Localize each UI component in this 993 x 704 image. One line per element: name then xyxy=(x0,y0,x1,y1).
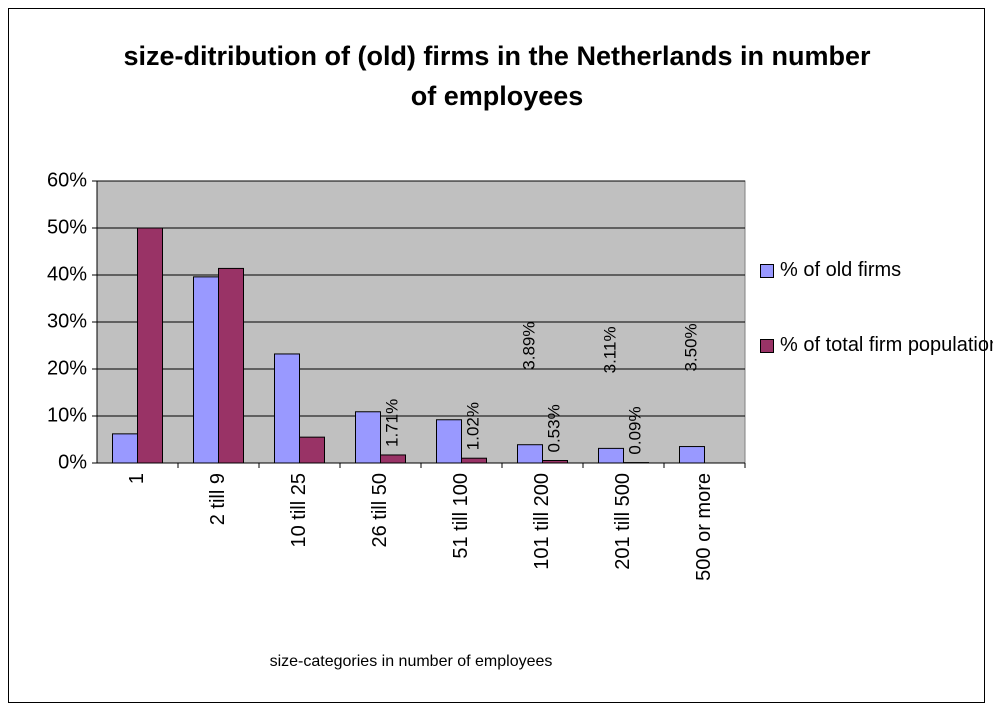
x-tick-label: 10 till 25 xyxy=(288,473,310,548)
data-label: 3.50% xyxy=(681,323,700,371)
bar xyxy=(218,267,244,464)
legend-swatch xyxy=(760,338,774,353)
data-label: 0.53% xyxy=(544,404,563,452)
x-tick-label: 101 till 200 xyxy=(531,473,553,570)
data-label: 1.71% xyxy=(382,399,401,447)
data-label: 3.11% xyxy=(600,326,619,373)
bar xyxy=(436,419,462,464)
bar xyxy=(193,276,219,464)
bar xyxy=(274,353,300,464)
x-tick-label: 26 till 50 xyxy=(369,473,391,548)
data-label: 0.09% xyxy=(625,406,644,454)
bar xyxy=(598,447,624,464)
data-label: 1.02% xyxy=(463,402,482,450)
x-tick-label: 51 till 100 xyxy=(450,473,472,559)
y-tick-label: 10% xyxy=(47,404,87,426)
x-tick-label: 201 till 500 xyxy=(612,473,634,570)
y-tick-label: 40% xyxy=(47,263,87,285)
y-tick-label: 30% xyxy=(47,310,87,332)
y-tick-label: 60% xyxy=(47,169,87,191)
bar xyxy=(355,411,381,464)
bar xyxy=(112,433,138,464)
chart-title: size-ditribution of (old) firms in the N… xyxy=(123,41,871,111)
y-tick-label: 0% xyxy=(58,451,87,473)
legend-label: % of total firm population xyxy=(780,334,993,356)
data-label: 3.89% xyxy=(519,322,538,370)
legend-label: % of old firms xyxy=(780,259,902,281)
bar xyxy=(517,444,543,464)
bar xyxy=(137,227,163,464)
x-axis-title: size-categories in number of employees xyxy=(270,653,553,670)
bar xyxy=(679,446,705,464)
y-tick-label: 50% xyxy=(47,216,87,238)
legend-swatch xyxy=(760,263,774,278)
x-tick-label: 2 till 9 xyxy=(207,473,229,525)
legend-item: % of total firm population xyxy=(760,331,993,359)
bar xyxy=(542,460,568,464)
x-tick-label: 1 xyxy=(126,473,148,484)
bar xyxy=(380,454,406,464)
x-tick-label: 500 or more xyxy=(693,473,715,581)
legend-item: % of old firms xyxy=(760,256,985,284)
y-tick-label: 20% xyxy=(47,357,87,379)
bar xyxy=(299,436,325,464)
bar xyxy=(461,457,487,464)
